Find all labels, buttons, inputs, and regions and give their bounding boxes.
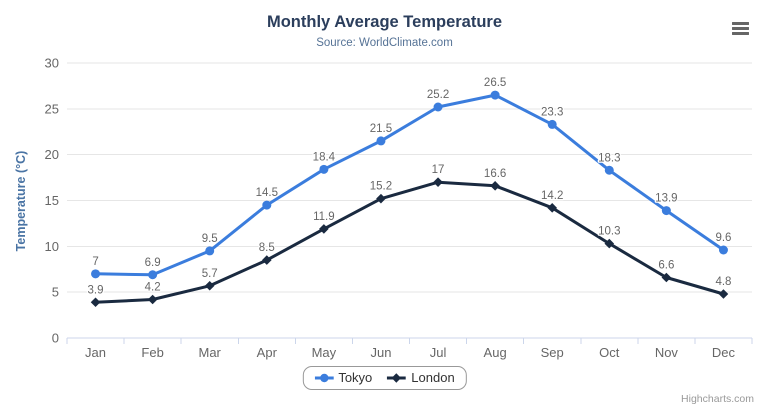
data-label: 11.9 — [313, 211, 335, 223]
x-axis-label: Jan — [85, 345, 106, 360]
data-label: 4.2 — [145, 282, 161, 294]
data-label: 6.6 — [658, 260, 674, 272]
data-label: 18.3 — [598, 152, 620, 164]
data-label: 23.3 — [541, 106, 563, 118]
burger-bar — [732, 22, 749, 25]
data-point-marker[interactable] — [604, 165, 614, 175]
x-axis-label: May — [312, 345, 337, 360]
legend: Tokyo London — [302, 366, 467, 390]
data-label: 17 — [432, 164, 445, 176]
x-axis-label: Jun — [370, 345, 391, 360]
legend-item-london[interactable]: London — [387, 370, 455, 385]
data-label: 26.5 — [484, 77, 506, 89]
x-axis-label: Aug — [484, 345, 507, 360]
series-line — [94, 93, 725, 277]
data-label: 14.5 — [256, 187, 278, 199]
data-point-marker[interactable] — [718, 245, 728, 255]
data-point-marker[interactable] — [91, 269, 101, 279]
chart-subtitle: Source: WorldClimate.com — [316, 37, 453, 49]
data-label: 3.9 — [88, 284, 104, 296]
data-point-marker[interactable] — [661, 206, 671, 216]
y-axis-label: 20 — [45, 147, 59, 162]
x-axis-label: Dec — [712, 345, 736, 360]
chart-title: Monthly Average Temperature — [266, 13, 503, 31]
data-point-marker[interactable] — [319, 224, 329, 234]
data-point-marker[interactable] — [147, 294, 158, 305]
data-point-marker[interactable] — [547, 203, 558, 213]
data-label: 4.8 — [715, 276, 731, 288]
data-point-marker[interactable] — [204, 280, 215, 291]
data-label: 16.6 — [484, 168, 506, 180]
burger-bar — [732, 31, 749, 35]
data-point-marker[interactable] — [376, 193, 386, 204]
data-point-marker[interactable] — [205, 246, 215, 256]
data-point-marker[interactable] — [490, 90, 500, 100]
series-tokyo: 7 6.9 9.5 14.5 18.4 21.5 25.2 26.5 23.3 18.3 13.9 9… — [91, 76, 733, 280]
data-point-marker[interactable] — [490, 181, 500, 191]
data-label: 10.3 — [598, 226, 620, 238]
data-label: 13.9 — [655, 193, 677, 205]
london-line-marker-icon — [387, 372, 407, 383]
data-label: 18.4 — [313, 151, 336, 163]
data-label: 9.5 — [202, 233, 218, 245]
data-point-marker[interactable] — [90, 297, 101, 308]
series-line — [94, 180, 725, 304]
context-menu-icon[interactable] — [732, 22, 749, 35]
data-label: 7 — [92, 256, 98, 268]
data-label: 9.6 — [715, 232, 731, 244]
tokyo-line-marker-icon — [314, 373, 334, 382]
data-point-marker[interactable] — [604, 238, 615, 249]
data-label: 14.2 — [541, 190, 563, 202]
data-point-marker[interactable] — [262, 200, 272, 210]
data-label: 15.2 — [370, 181, 392, 193]
legend-label-tokyo: Tokyo — [338, 370, 373, 385]
y-axis-label: 15 — [45, 193, 59, 208]
x-axis-label: Apr — [257, 345, 278, 360]
data-point-marker[interactable] — [718, 289, 729, 299]
x-axis-label: Feb — [141, 345, 163, 360]
y-axis-label: 5 — [52, 285, 59, 300]
legend-item-tokyo[interactable]: Tokyo — [314, 370, 372, 385]
data-label: 6.9 — [145, 257, 161, 269]
data-point-marker[interactable] — [433, 102, 443, 112]
data-point-marker[interactable] — [319, 164, 329, 174]
x-axis-label: Mar — [199, 345, 222, 360]
x-axis-label: Nov — [655, 345, 679, 360]
data-point-marker[interactable] — [547, 119, 557, 129]
y-axis-label: 0 — [52, 331, 59, 346]
data-label: 8.5 — [259, 242, 275, 254]
data-point-marker[interactable] — [433, 177, 443, 187]
x-axis-label: Oct — [599, 345, 620, 360]
burger-bar — [732, 26, 749, 30]
series-london: 3.9 4.2 5.7 8.5 11.9 15.2 17 16.6 14.2 10.3 6.6 4.8 — [86, 163, 733, 308]
x-axis-label: Jul — [430, 345, 447, 360]
x-axis-label: Sep — [541, 345, 564, 360]
y-axis-label: 10 — [45, 239, 59, 254]
credits-link[interactable]: Highcharts.com — [681, 393, 754, 405]
data-point-marker[interactable] — [661, 272, 672, 283]
y-axis-label: 25 — [45, 101, 59, 116]
data-label: 21.5 — [370, 123, 392, 135]
y-axis-label: 30 — [45, 56, 59, 71]
data-point-marker[interactable] — [148, 270, 158, 280]
data-point-marker[interactable] — [376, 136, 386, 146]
legend-label-london: London — [411, 370, 455, 385]
data-label: 25.2 — [427, 89, 449, 101]
data-label: 5.7 — [202, 268, 218, 280]
data-point-marker[interactable] — [261, 255, 272, 265]
